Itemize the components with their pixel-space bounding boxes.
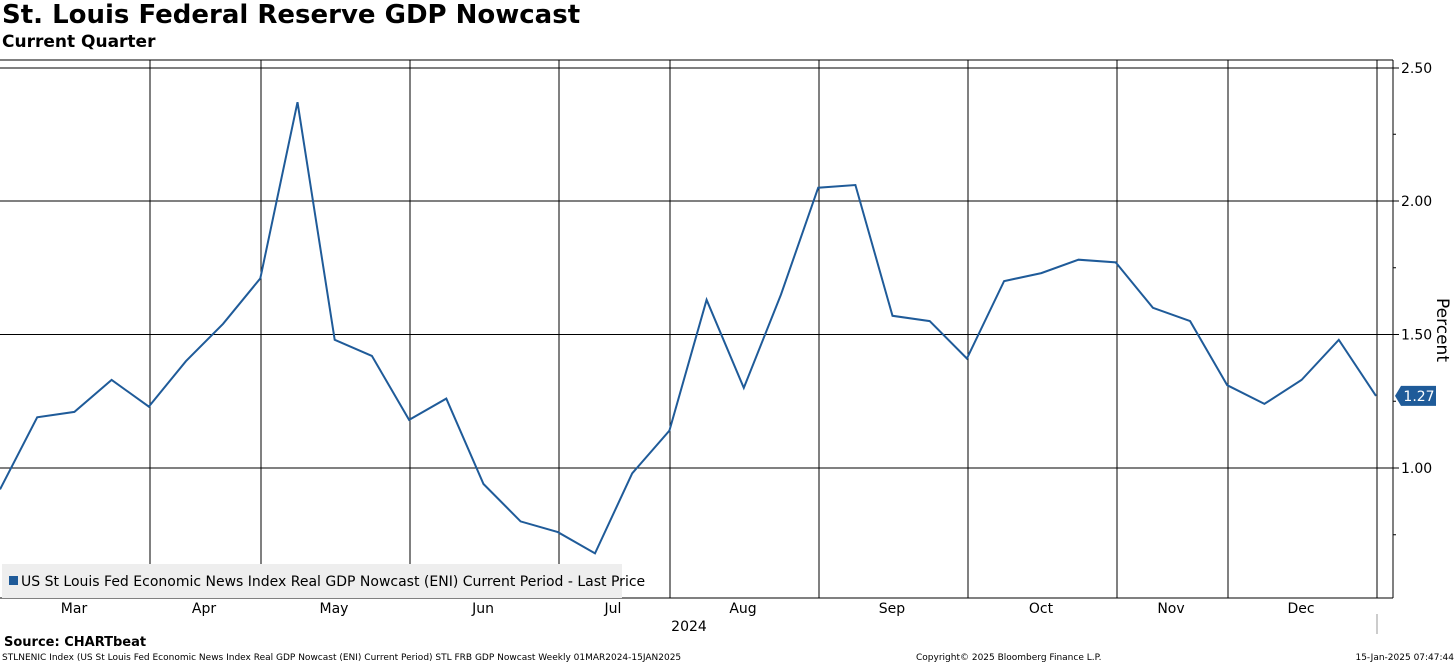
x-tick-label: May: [320, 601, 349, 617]
x-tick-label: Nov: [1157, 601, 1184, 617]
footer-index-description: STLNENIC Index (US St Louis Fed Economic…: [2, 653, 682, 663]
x-tick-label: Sep: [879, 601, 906, 617]
y-axis-label: Percent: [1432, 298, 1452, 362]
footer-copyright: Copyright© 2025 Bloomberg Finance L.P.: [916, 653, 1102, 663]
y-tick-label: 1.00: [1401, 461, 1432, 477]
y-tick-label: 1.50: [1401, 328, 1432, 344]
series-line: [0, 101, 1377, 555]
chart-title: St. Louis Federal Reserve GDP Nowcast: [2, 0, 581, 30]
legend-box: [2, 564, 622, 598]
x-tick-label: Mar: [61, 601, 88, 617]
chart-subtitle: Current Quarter: [2, 32, 156, 52]
footer-timestamp: 15-Jan-2025 07:47:44: [1355, 653, 1454, 663]
legend-label: US St Louis Fed Economic News Index Real…: [21, 574, 645, 590]
legend-swatch: [9, 576, 18, 585]
last-value-label: 1.27: [1403, 389, 1434, 405]
y-tick-label: 2.50: [1401, 61, 1432, 77]
x-year-label: 2024: [671, 619, 707, 635]
x-tick-label: Dec: [1287, 601, 1314, 617]
x-tick-label: Apr: [192, 601, 216, 617]
y-tick-label: 2.00: [1401, 194, 1432, 210]
x-tick-label: Jun: [471, 601, 494, 617]
x-tick-label: Jul: [604, 601, 622, 617]
source-label: Source: CHARTbeat: [4, 635, 147, 650]
last-value-badge: [1395, 385, 1436, 406]
x-tick-label: Oct: [1029, 601, 1054, 617]
x-tick-label: Aug: [729, 601, 756, 617]
